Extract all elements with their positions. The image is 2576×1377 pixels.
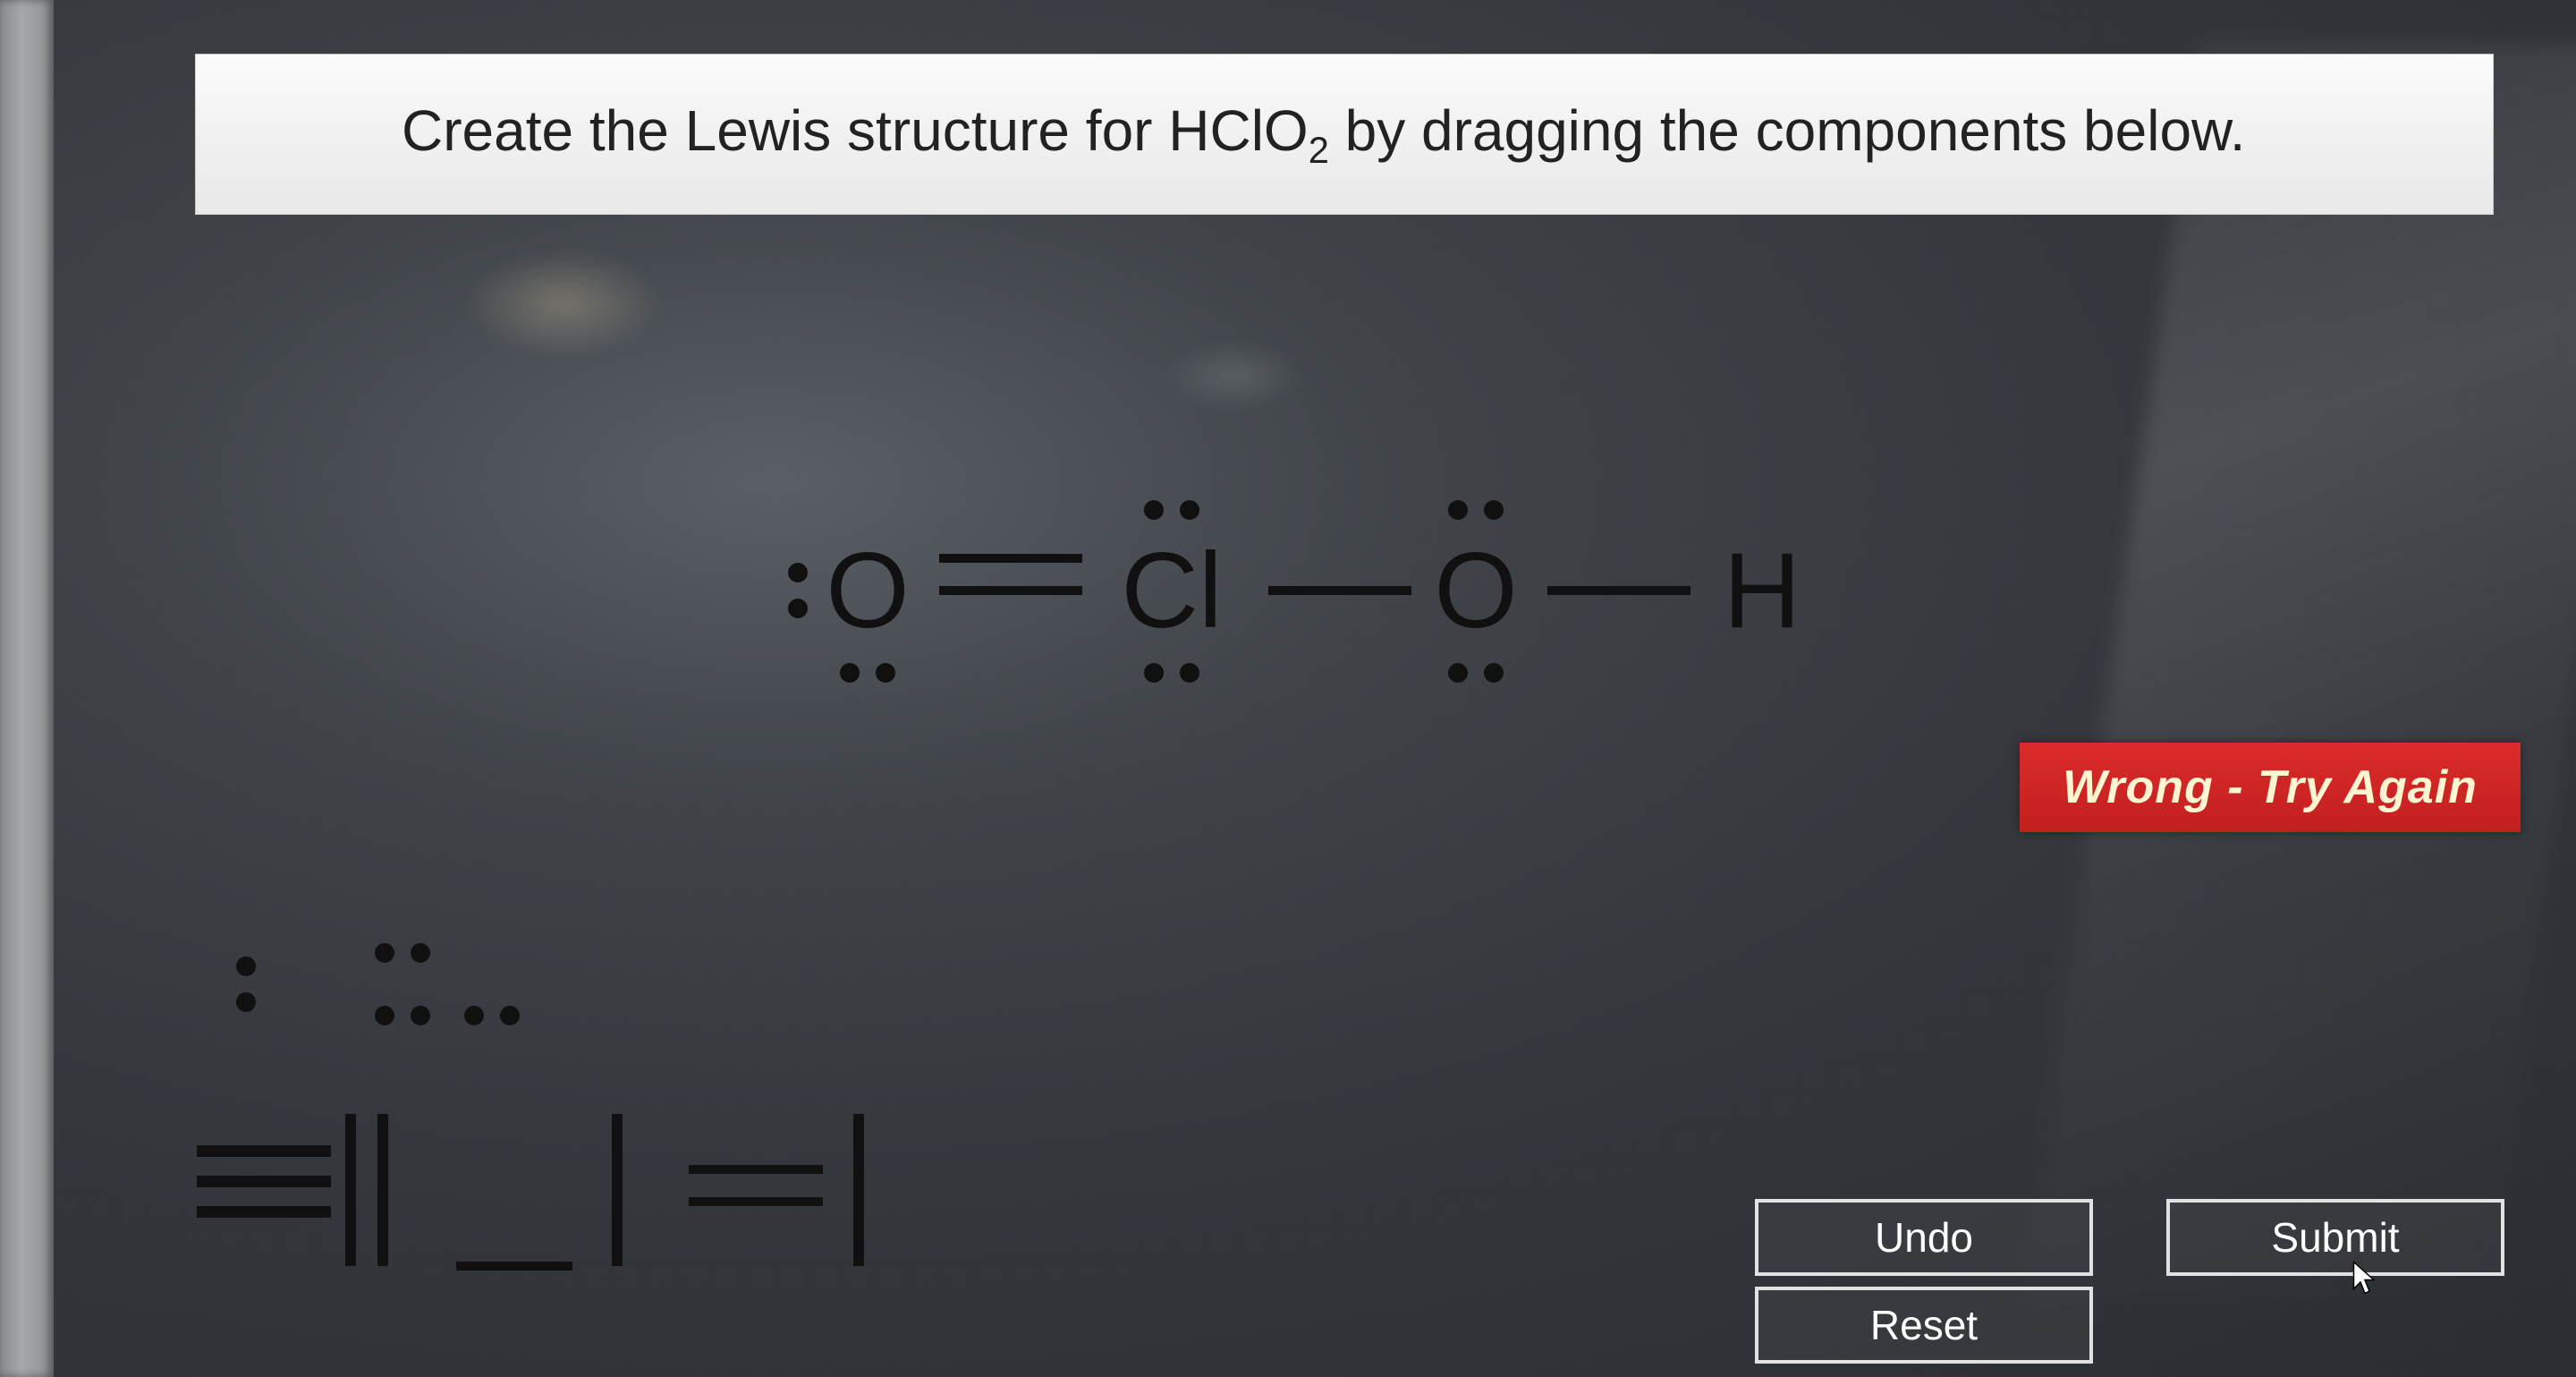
- palette-lonepair-dot[interactable]: [375, 1006, 394, 1025]
- palette-single-bond-vertical[interactable]: [617, 1114, 618, 1266]
- lone-pair-dot[interactable]: [1484, 500, 1504, 520]
- palette-lonepair-dot[interactable]: [411, 943, 430, 963]
- lone-pair-dot[interactable]: [1484, 663, 1504, 683]
- atom-H[interactable]: H: [1724, 529, 1801, 652]
- lone-pair-dot[interactable]: [1180, 500, 1199, 520]
- palette-lonepair-dot[interactable]: [375, 943, 394, 963]
- lone-pair-dot[interactable]: [1144, 663, 1164, 683]
- reset-button[interactable]: Reset: [1755, 1287, 2093, 1364]
- feedback-banner: Wrong - Try Again: [2020, 743, 2521, 832]
- palette-lonepair-dot[interactable]: [236, 956, 256, 976]
- palette-lonepair-dot[interactable]: [464, 1006, 484, 1025]
- atom-O1[interactable]: O: [826, 529, 909, 652]
- feedback-text: Wrong - Try Again: [2063, 761, 2478, 814]
- atom-O2[interactable]: O: [1434, 529, 1517, 652]
- undo-button[interactable]: Undo: [1755, 1199, 2093, 1276]
- lone-pair-dot[interactable]: [788, 563, 808, 582]
- palette-double-bond-vertical[interactable]: [367, 1114, 368, 1266]
- lone-pair-dot[interactable]: [1448, 500, 1468, 520]
- bond-single-O-H[interactable]: [1547, 586, 1690, 595]
- palette-lonepair-dot[interactable]: [500, 1006, 520, 1025]
- lone-pair-dot[interactable]: [840, 663, 860, 683]
- lewis-canvas[interactable]: O Cl O H: [0, 0, 2576, 1377]
- lone-pair-dot[interactable]: [788, 599, 808, 618]
- submit-label: Submit: [2271, 1213, 2399, 1262]
- palette-lonepair-dot[interactable]: [236, 992, 256, 1012]
- bond-single-Cl-O[interactable]: [1268, 586, 1411, 595]
- lone-pair-dot[interactable]: [1180, 663, 1199, 683]
- atom-Cl[interactable]: Cl: [1121, 529, 1222, 652]
- palette-triple-bond[interactable]: [197, 1181, 331, 1182]
- palette-lonepair-dot[interactable]: [411, 1006, 430, 1025]
- lone-pair-dot[interactable]: [1144, 500, 1164, 520]
- lone-pair-dot[interactable]: [1448, 663, 1468, 683]
- undo-label: Undo: [1875, 1213, 1973, 1262]
- palette-single-bond-vertical[interactable]: [859, 1114, 860, 1266]
- palette-single-bond[interactable]: [456, 1262, 572, 1271]
- submit-button[interactable]: Submit: [2166, 1199, 2504, 1276]
- reset-label: Reset: [1870, 1301, 1978, 1349]
- bond-double-O-Cl[interactable]: [939, 570, 1082, 611]
- lone-pair-dot[interactable]: [876, 663, 895, 683]
